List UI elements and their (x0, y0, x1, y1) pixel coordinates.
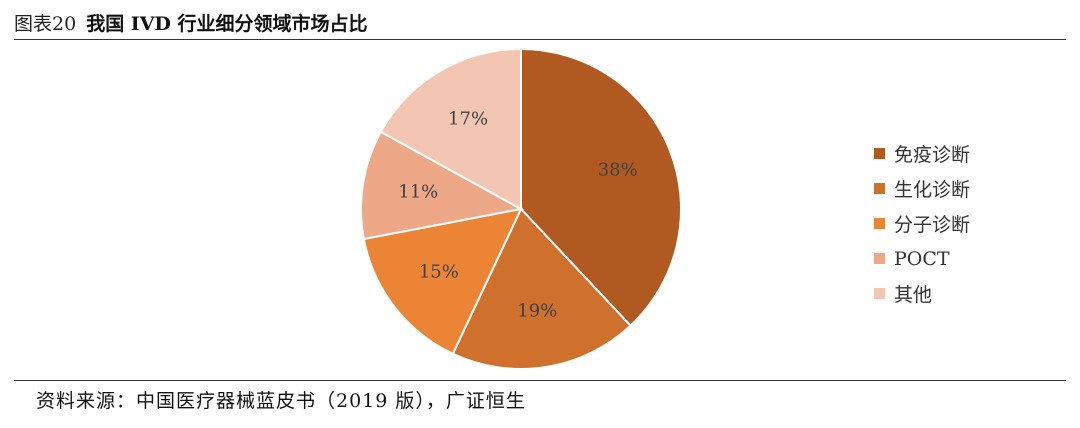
source-note: 资料来源：中国医疗器械蓝皮书（2019 版），广证恒生 (36, 390, 526, 412)
legend-swatch (874, 253, 885, 264)
figure-header: 图表20 我国 IVD 行业细分领域市场占比 (14, 6, 368, 38)
pie-slice-3 (360, 130, 524, 241)
slice-label-0: 38% (598, 160, 638, 181)
legend-item-4: 其他 (874, 276, 970, 311)
pie-slice-2 (362, 207, 523, 356)
top-rule (14, 39, 1066, 40)
legend-item-1: 生化诊断 (874, 171, 970, 206)
legend-item-3: POCT (874, 241, 970, 276)
figure-label: 图表20 (14, 12, 77, 35)
slice-label-2: 15% (419, 262, 459, 283)
legend-swatch (874, 183, 885, 194)
legend-swatch (874, 218, 885, 229)
slice-label-3: 11% (398, 182, 438, 203)
legend-item-0: 免疫诊断 (874, 136, 970, 171)
legend-label: 免疫诊断 (894, 144, 971, 166)
legend-swatch (874, 288, 885, 299)
pie-slice-0 (520, 47, 682, 328)
chart-title: 我国 IVD 行业细分领域市场占比 (86, 12, 368, 35)
legend-swatch (874, 148, 885, 159)
legend-item-2: 分子诊断 (874, 206, 970, 241)
legend-label: 生化诊断 (894, 179, 971, 201)
pie-slice-4 (379, 47, 522, 211)
legend-label: 其他 (894, 284, 933, 306)
legend-label: 分子诊断 (894, 214, 971, 236)
pie-slice-1 (451, 207, 632, 370)
legend: 免疫诊断生化诊断分子诊断 POCT 其他 (874, 136, 970, 311)
bottom-rule (14, 380, 1066, 381)
slice-label-1: 19% (517, 301, 557, 322)
slice-label-4: 17% (448, 108, 488, 129)
legend-label: POCT (894, 247, 950, 270)
